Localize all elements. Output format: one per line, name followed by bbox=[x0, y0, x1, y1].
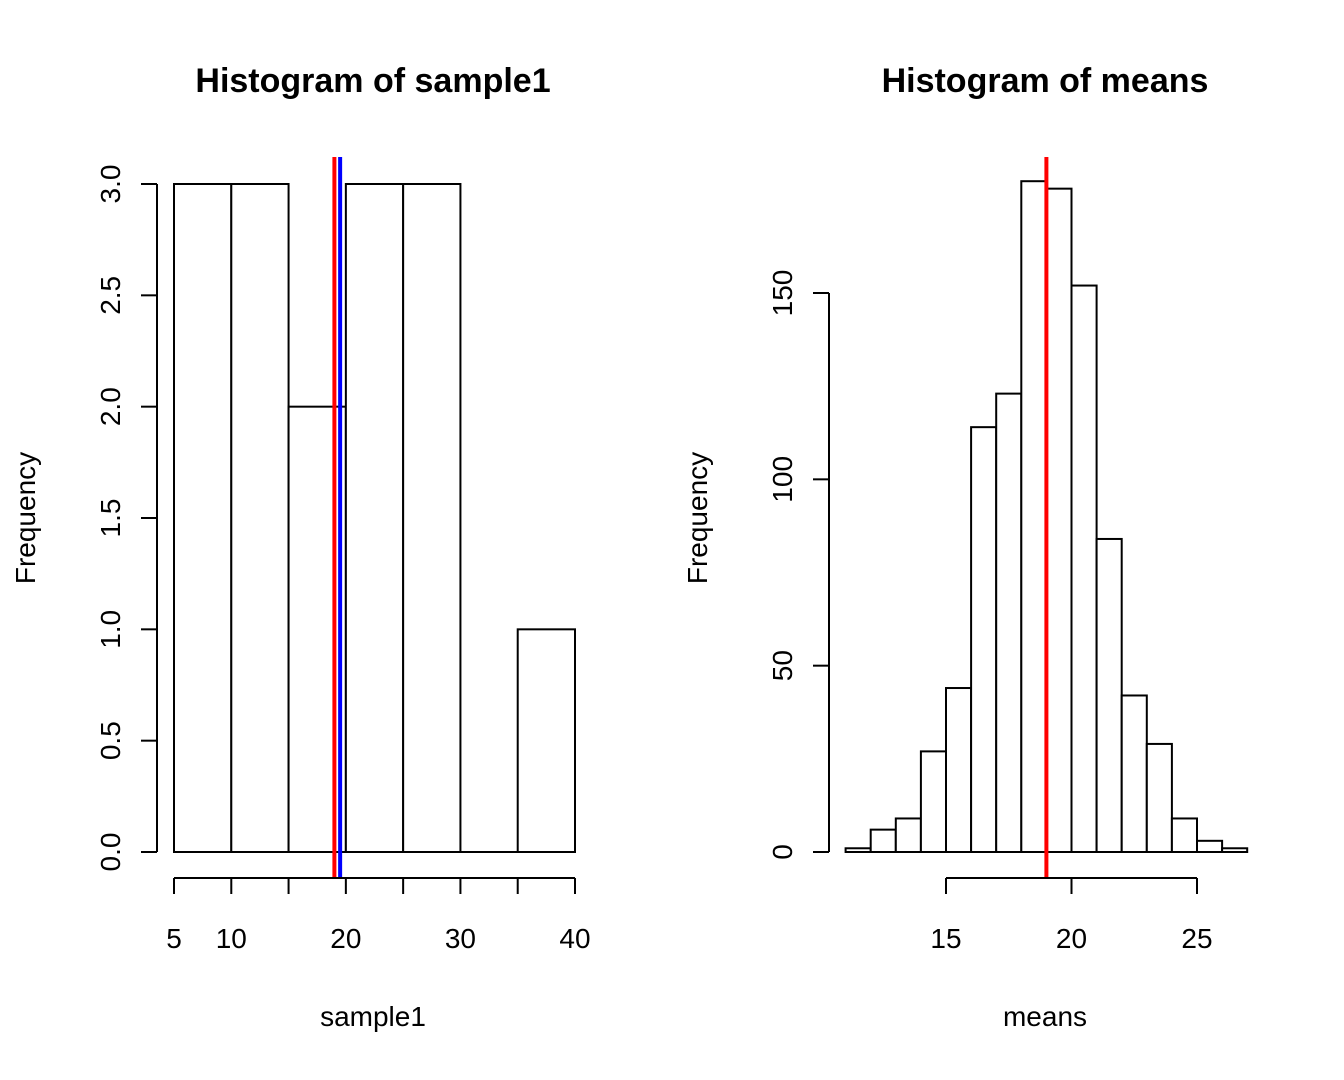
y-axis-label: Frequency bbox=[682, 452, 713, 584]
histogram-bar bbox=[344, 183, 405, 853]
x-axis-label: sample1 bbox=[320, 1001, 426, 1032]
histogram-bar bbox=[516, 628, 577, 853]
y-tick-label: 2.0 bbox=[95, 387, 126, 426]
histogram-bar bbox=[894, 817, 922, 854]
histogram-bar bbox=[970, 426, 998, 853]
y-tick-label: 100 bbox=[767, 456, 798, 503]
histogram-bar bbox=[173, 183, 233, 853]
histogram-bar bbox=[1020, 180, 1048, 853]
histogram-bar bbox=[1045, 187, 1073, 854]
histogram-bar bbox=[1196, 839, 1224, 854]
panel-sample1: Histogram of sample1 sample1 Frequency 0… bbox=[10, 62, 591, 1032]
histogram-bar bbox=[402, 183, 462, 853]
panel-means: Histogram of means means Frequency 0 50 10… bbox=[682, 62, 1249, 1032]
histogram-bar bbox=[1070, 284, 1098, 853]
x-tick-label: 15 bbox=[930, 923, 961, 954]
y-tick-label: 50 bbox=[767, 650, 798, 681]
x-tick-label: 10 bbox=[216, 923, 247, 954]
histogram-bar bbox=[1170, 817, 1199, 854]
chart-title: Histogram of means bbox=[882, 62, 1209, 100]
y-tick-label: 0.0 bbox=[95, 833, 126, 872]
histogram-bar bbox=[995, 392, 1023, 853]
y-tick-label: 0 bbox=[767, 844, 798, 860]
x-tick-label: 25 bbox=[1181, 923, 1212, 954]
y-tick-label: 0.5 bbox=[95, 721, 126, 760]
y-tick-label: 1.5 bbox=[95, 499, 126, 538]
x-tick-label: 5 bbox=[166, 923, 182, 954]
x-tick-label: 40 bbox=[559, 923, 590, 954]
x-axis-label: means bbox=[1003, 1001, 1087, 1032]
histogram-bar bbox=[1221, 847, 1249, 853]
histogram-bar bbox=[1095, 537, 1123, 854]
y-tick-label: 3.0 bbox=[95, 165, 126, 204]
y-tick-label: 150 bbox=[767, 270, 798, 317]
x-tick-label: 30 bbox=[445, 923, 476, 954]
y-tick-label: 1.0 bbox=[95, 610, 126, 649]
histogram-bar bbox=[287, 405, 347, 853]
histogram-bar bbox=[945, 687, 973, 853]
histogram-bar bbox=[1145, 742, 1173, 854]
x-tick-label: 20 bbox=[330, 923, 361, 954]
histogram-bar bbox=[869, 828, 897, 854]
histogram-bar bbox=[844, 847, 872, 853]
y-axis-label: Frequency bbox=[10, 452, 41, 584]
x-tick-label: 20 bbox=[1056, 923, 1087, 954]
histogram-bar bbox=[230, 183, 290, 853]
y-tick-label: 2.5 bbox=[95, 276, 126, 315]
histogram-bar bbox=[919, 750, 948, 854]
histogram-bar bbox=[1120, 694, 1148, 853]
chart-title: Histogram of sample1 bbox=[195, 62, 550, 100]
